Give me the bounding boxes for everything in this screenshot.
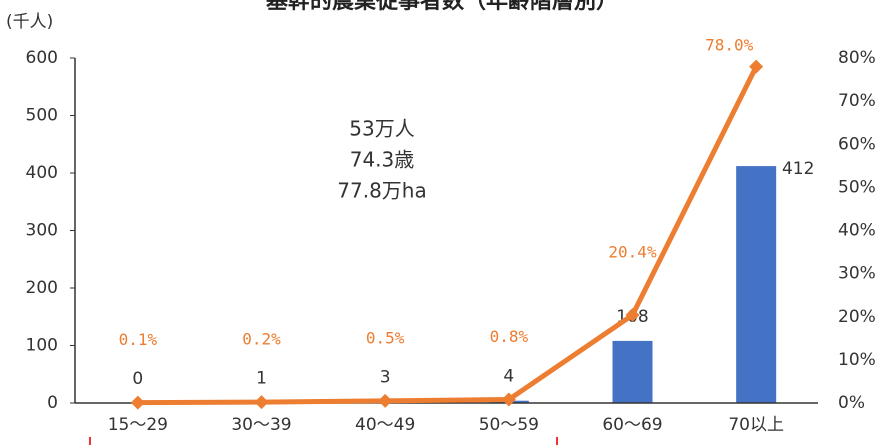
line-value-label: 0.2% [242,330,281,349]
y-tick-label: 200 [26,278,58,298]
line-value-label: 0.8% [490,327,529,346]
line-marker [501,392,516,407]
bar-value-label: 412 [782,159,814,179]
line-value-label: 20.4% [608,243,657,262]
y-tick-label: 600 [26,48,58,68]
bar-value-label: 3 [380,367,391,387]
bar [612,340,653,403]
line-value-label: 0.1% [119,330,158,349]
y-axis-label: (千人) [6,12,53,32]
bar-value-label: 0 [132,369,143,389]
line-marker [749,59,764,74]
y2-tick-label: 10% [838,350,876,370]
y2-tick-label: 20% [838,307,876,327]
y2-tick-label: 30% [838,264,876,284]
x-tick-label: 30～39 [231,415,291,435]
y-tick-label: 100 [26,336,58,356]
line [137,65,759,406]
bar-value-label: 1 [256,368,267,388]
annotation: 77.8万ha [337,179,426,203]
y-tick-label: 400 [26,163,58,183]
bar [736,166,777,403]
bar-value-label: 4 [503,367,514,387]
x-tick-label: 60～69 [602,415,662,435]
y-tick-label: 300 [26,221,58,241]
x-tick-label: 50～59 [479,415,539,435]
y2-tick-label: 0% [838,393,865,413]
annotation: 74.3歳 [350,148,415,172]
y-tick-label: 500 [26,106,58,126]
y2-tick-label: 40% [838,221,876,241]
y-tick-label: 0 [47,393,58,413]
line-marker [625,308,640,323]
chart-title: 基幹的農業従事者数（年齢階層別） [266,0,618,14]
line-marker [130,395,145,410]
y2-tick-label: 70% [838,91,876,111]
line-value-label: 0.5% [366,328,405,347]
y2-tick-label: 50% [838,177,876,197]
line-marker [254,395,269,410]
line-value-label: 78.0% [705,36,754,55]
y2-tick-label: 60% [838,134,876,154]
x-tick-label: 40～49 [355,415,415,435]
annotation: 53万人 [349,117,414,141]
y2-tick-label: 80% [838,48,876,68]
x-tick-label: 15～29 [108,415,168,435]
line-marker [378,393,393,408]
x-tick-label: 70以上 [728,415,784,435]
